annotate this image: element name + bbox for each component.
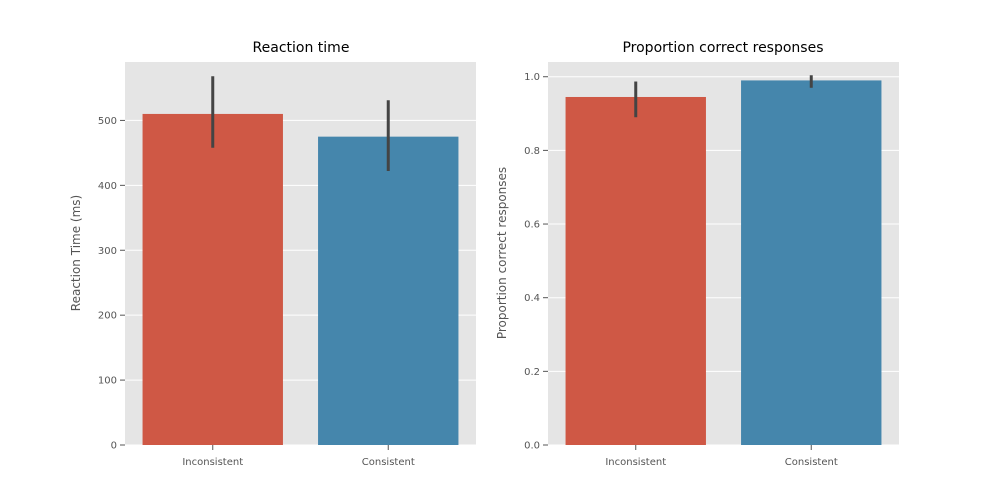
bar-consistent <box>741 80 882 446</box>
y-tick-label: 400 <box>98 181 117 192</box>
y-tick-label: 200 <box>98 311 117 322</box>
x-tick-label: Inconsistent <box>182 457 243 468</box>
chart-proportion-correct: Proportion correct responses Proportion … <box>495 40 899 468</box>
y-axis-label: Reaction Time (ms) <box>69 195 83 311</box>
chart-title: Reaction time <box>253 40 350 56</box>
y-axis-label: Proportion correct responses <box>495 167 509 339</box>
y-tick-label: 0.2 <box>524 367 540 378</box>
y-tick-label: 300 <box>98 246 117 257</box>
y-tick-label: 1.0 <box>524 72 540 83</box>
chart-title: Proportion correct responses <box>622 40 823 56</box>
y-tick-label: 0.4 <box>524 293 540 304</box>
x-tick-label: Inconsistent <box>605 457 666 468</box>
y-tick-label: 100 <box>98 376 117 387</box>
y-tick-label: 0.0 <box>524 441 540 452</box>
x-tick-label: Consistent <box>362 457 415 468</box>
chart-reaction-time: Reaction time Reaction Time (ms) 0 100 200… <box>69 40 476 468</box>
plot-area: 0 100 200 300 400 500 Inconsistent Consistent <box>98 62 476 468</box>
y-tick-label: 0.6 <box>524 220 540 231</box>
y-tick-label: 500 <box>98 116 117 127</box>
y-tick-label: 0 <box>111 441 117 452</box>
plot-area: 0.0 0.2 0.4 0.6 0.8 1.0 Inconsistent Consistent <box>524 62 899 468</box>
y-tick-label: 0.8 <box>524 146 540 157</box>
bar-inconsistent <box>565 96 706 445</box>
x-tick-label: Consistent <box>785 457 838 468</box>
bar-consistent <box>318 136 459 446</box>
bar-inconsistent <box>142 113 283 446</box>
